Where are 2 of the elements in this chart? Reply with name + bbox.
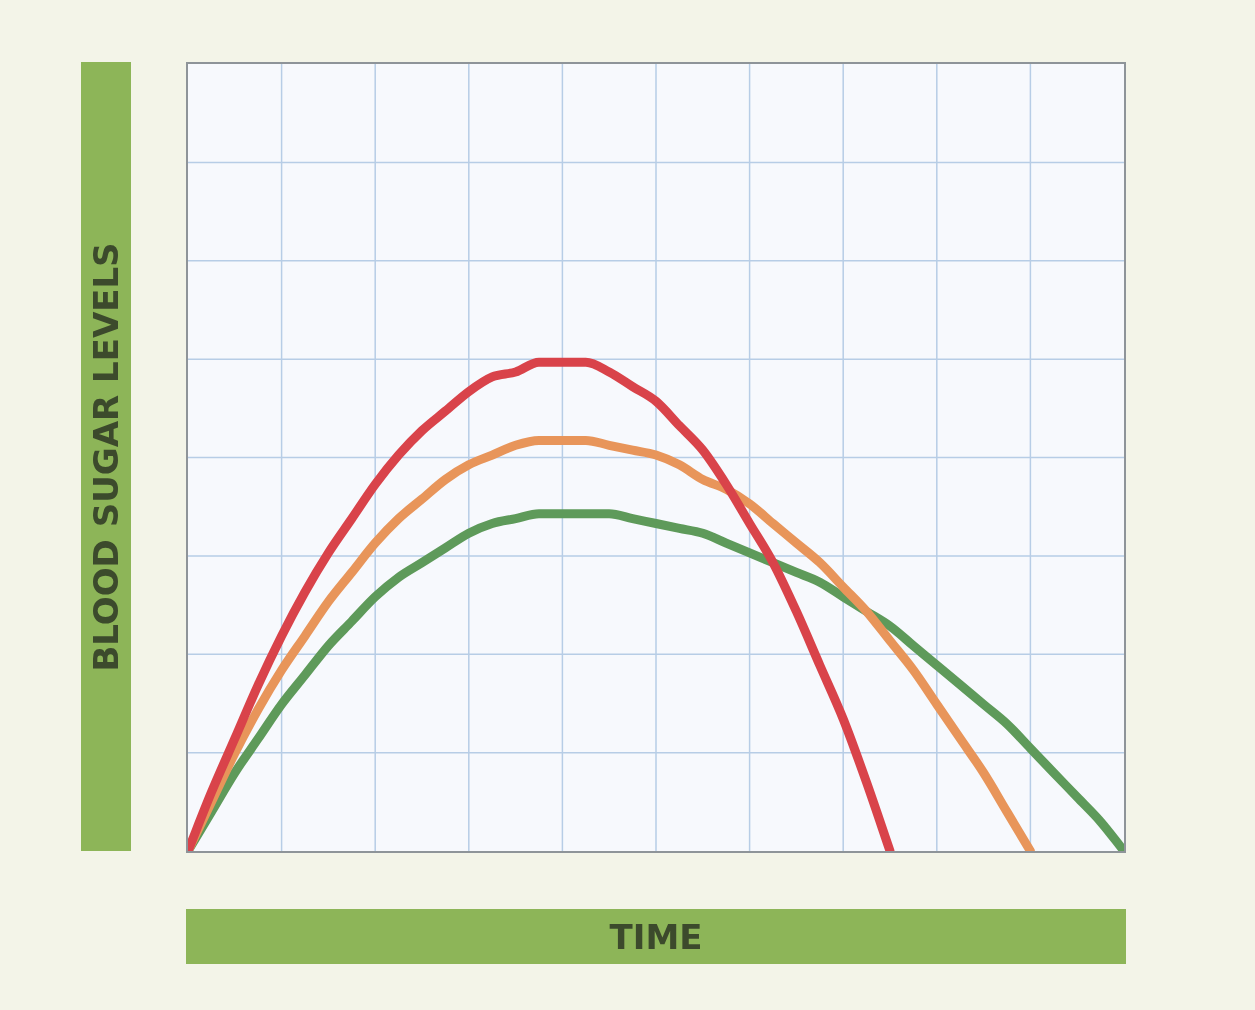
x-axis-title: TIME <box>186 909 1126 964</box>
y-axis-title: BLOOD SUGAR LEVELS <box>86 241 126 672</box>
